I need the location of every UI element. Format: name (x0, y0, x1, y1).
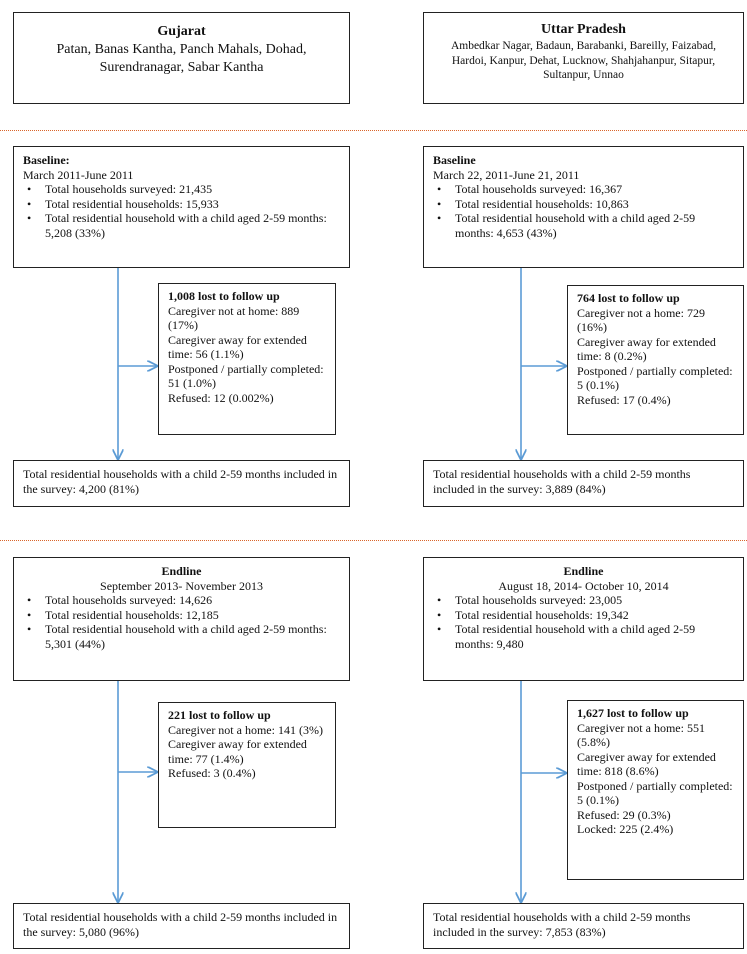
list-item: Total households surveyed: 23,005 (433, 593, 734, 608)
section-divider-middle (0, 540, 747, 541)
lost-item: Caregiver not a home: 141 (3%) (168, 722, 323, 737)
up-title: Uttar Pradesh (541, 22, 626, 37)
gujarat-endline-title: Endline (161, 564, 202, 578)
up-region-box: Uttar Pradesh Ambedkar Nagar, Badaun, Ba… (423, 12, 744, 104)
list-item: Total residential households: 15,933 (23, 197, 340, 212)
list-item: Total residential household with a child… (433, 622, 734, 651)
up-baseline-total: Total residential households with a chil… (433, 467, 691, 496)
up-baseline-dates: March 22, 2011-June 21, 2011 (433, 167, 580, 182)
lost-item: Caregiver away for extended time: 8 (0.2… (577, 334, 716, 364)
lost-item: Caregiver away for extended time: 56 (1.… (168, 332, 307, 362)
gujarat-baseline-total: Total residential households with a chil… (23, 467, 338, 496)
list-item: Total households surveyed: 14,626 (23, 593, 340, 608)
up-endline-lost-title: 1,627 lost to follow up (577, 706, 689, 720)
lost-item: Postponed / partially completed: 51 (1.0… (168, 361, 324, 391)
gujarat-title: Gujarat (157, 24, 206, 39)
up-baseline-total-box: Total residential households with a chil… (423, 460, 744, 507)
section-divider-top (0, 130, 747, 131)
list-item: Total residential household with a child… (433, 211, 734, 240)
lost-item: Postponed / partially completed: 5 (0.1%… (577, 363, 733, 393)
lost-item: Postponed / partially completed: 5 (0.1%… (577, 778, 733, 808)
up-baseline-lost-box: 764 lost to follow up Caregiver not a ho… (567, 285, 744, 435)
gujarat-baseline-lost-box: 1,008 lost to follow up Caregiver not at… (158, 283, 336, 435)
gujarat-baseline-total-box: Total residential households with a chil… (13, 460, 350, 507)
gujarat-endline-total-box: Total residential households with a chil… (13, 903, 350, 949)
up-endline-dates: August 18, 2014- October 10, 2014 (498, 578, 669, 593)
lost-item: Refused: 3 (0.4%) (168, 766, 256, 780)
up-baseline-box: Baseline March 22, 2011-June 21, 2011 To… (423, 146, 744, 268)
list-item: Total residential households: 12,185 (23, 608, 340, 623)
gujarat-baseline-title: Baseline: (23, 153, 70, 167)
gujarat-districts: Patan, Banas Kantha, Panch Mahals, Dohad… (56, 42, 307, 75)
up-baseline-list: Total households surveyed: 16,367 Total … (433, 182, 734, 240)
lost-item: Refused: 12 (0.002%) (168, 390, 274, 405)
up-endline-lost-box: 1,627 lost to follow up Caregiver not a … (567, 700, 744, 880)
lost-item: Caregiver away for extended time: 77 (1.… (168, 737, 307, 766)
lost-item: Locked: 225 (2.4%) (577, 822, 674, 836)
lost-item: Caregiver not a home: 729 (16%) (577, 305, 705, 335)
list-item: Total residential household with a child… (23, 622, 340, 651)
gujarat-region-box: Gujarat Patan, Banas Kantha, Panch Mahal… (13, 12, 350, 104)
up-endline-title: Endline (563, 564, 604, 578)
gujarat-baseline-dates: March 2011-June 2011 (23, 167, 134, 182)
gujarat-endline-total: Total residential households with a chil… (23, 910, 338, 939)
gujarat-endline-list: Total households surveyed: 14,626 Total … (23, 593, 340, 651)
up-endline-box: Endline August 18, 2014- October 10, 201… (423, 557, 744, 681)
gujarat-endline-box: Endline September 2013- November 2013 To… (13, 557, 350, 681)
lost-item: Caregiver away for extended time: 818 (8… (577, 749, 716, 779)
gujarat-baseline-list: Total households surveyed: 21,435 Total … (23, 182, 340, 240)
gujarat-endline-lost-title: 221 lost to follow up (168, 708, 271, 722)
list-item: Total households surveyed: 16,367 (433, 182, 734, 197)
up-districts: Ambedkar Nagar, Badaun, Barabanki, Barei… (450, 40, 717, 81)
lost-item: Refused: 29 (0.3%) (577, 807, 671, 822)
gujarat-endline-dates: September 2013- November 2013 (100, 578, 263, 593)
up-endline-total: Total residential households with a chil… (433, 910, 691, 939)
gujarat-baseline-lost-title: 1,008 lost to follow up (168, 289, 280, 303)
lost-item: Caregiver not a home: 551 (5.8%) (577, 720, 705, 750)
gujarat-baseline-box: Baseline: March 2011-June 2011 Total hou… (13, 146, 350, 268)
list-item: Total residential households: 19,342 (433, 608, 734, 623)
gujarat-endline-lost-box: 221 lost to follow up Caregiver not a ho… (158, 702, 336, 828)
lost-item: Caregiver not at home: 889 (17%) (168, 303, 300, 333)
list-item: Total residential household with a child… (23, 211, 340, 240)
up-endline-total-box: Total residential households with a chil… (423, 903, 744, 949)
list-item: Total residential households: 10,863 (433, 197, 734, 212)
lost-item: Refused: 17 (0.4%) (577, 392, 671, 407)
up-baseline-title: Baseline (433, 153, 476, 167)
up-baseline-lost-title: 764 lost to follow up (577, 291, 680, 305)
up-endline-list: Total households surveyed: 23,005 Total … (433, 593, 734, 651)
list-item: Total households surveyed: 21,435 (23, 182, 340, 197)
